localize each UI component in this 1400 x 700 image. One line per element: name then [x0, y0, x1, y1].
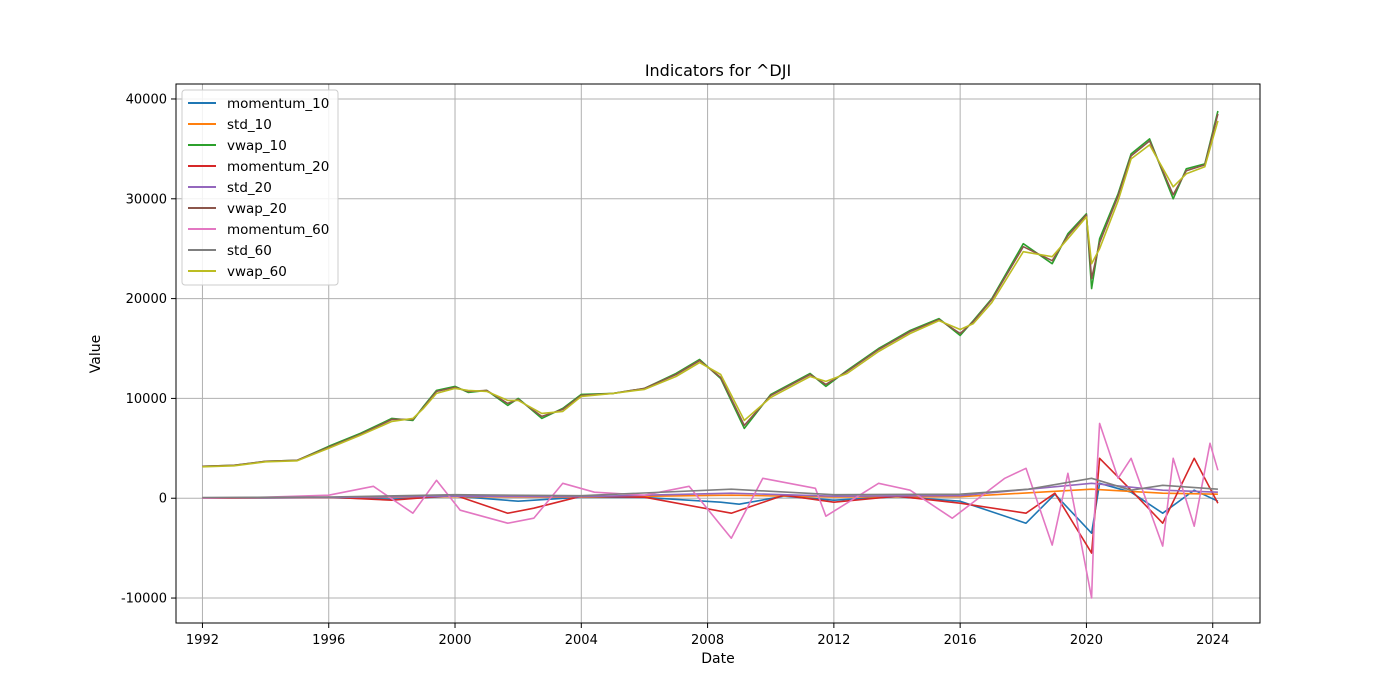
y-axis-ticks: -10000 0 10000 20000 30000 40000: [121, 92, 176, 607]
y-tick-label: 30000: [126, 192, 167, 207]
x-tick-label: 2020: [1070, 633, 1103, 648]
legend-label-std-60: std_60: [227, 243, 272, 259]
plot-background: [176, 84, 1260, 623]
y-tick-label: 20000: [126, 292, 167, 307]
x-tick-label: 2008: [691, 633, 724, 648]
plot-frame: [175, 83, 1261, 624]
legend-label-momentum-20: momentum_20: [227, 159, 329, 175]
x-tick-label: 2016: [944, 633, 977, 648]
legend-label-momentum-60: momentum_60: [227, 222, 329, 238]
y-tick-label: -10000: [121, 592, 167, 607]
legend-label-std-10: std_10: [227, 117, 272, 133]
y-tick-label: 0: [159, 492, 167, 507]
legend-box: [181, 89, 339, 286]
series-line-std-60: [202, 477, 1218, 499]
x-tick-label: 2000: [438, 633, 471, 648]
legend-label-vwap-20: vwap_20: [227, 201, 287, 217]
legend-label-vwap-10: vwap_10: [227, 138, 287, 154]
grid: [176, 84, 1260, 623]
legend: momentum_10 std_10 vwap_10 momentum_20 std_2…: [181, 89, 339, 286]
x-axis-title: Date: [701, 651, 734, 667]
legend-label-vwap-60: vwap_60: [227, 264, 287, 280]
y-tick-label: 10000: [126, 392, 167, 407]
series-line-std-20: [202, 482, 1218, 499]
x-tick-label: 2024: [1196, 633, 1229, 648]
x-tick-label: 1996: [312, 633, 345, 648]
y-tick-label: 40000: [126, 92, 167, 107]
x-axis-ticks: 1992 1996 2000 2004 2008 2012 2016 2020 2024: [186, 623, 1229, 648]
y-axis-title: Value: [88, 335, 104, 373]
legend-label-momentum-10: momentum_10: [227, 96, 329, 112]
series-line-vwap-60: [202, 120, 1219, 468]
x-tick-label: 2004: [565, 633, 598, 648]
x-tick-label: 1992: [186, 633, 219, 648]
series-lines: [202, 110, 1219, 599]
x-tick-label: 2012: [817, 633, 850, 648]
chart-title: Indicators for ^DJI: [645, 61, 791, 80]
legend-label-std-20: std_20: [227, 180, 272, 196]
